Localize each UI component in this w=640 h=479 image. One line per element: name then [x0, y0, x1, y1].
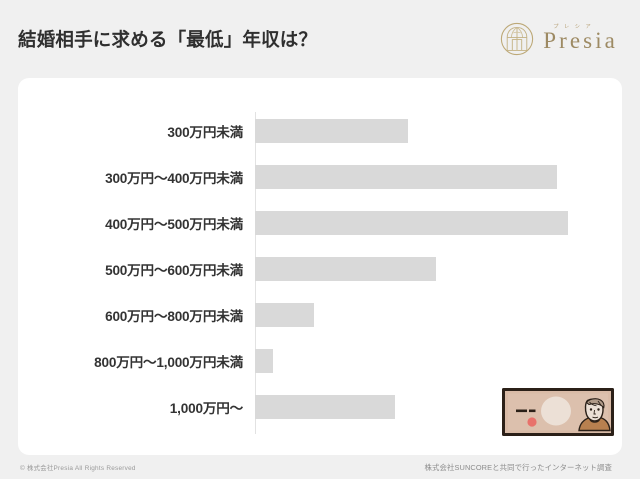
chart-category-label: 600万円〜800万円未満 [105, 309, 243, 324]
copyright-text: © 株式会社Presia All Rights Reserved [20, 464, 136, 472]
chart-category-label: 800万円〜1,000万円未満 [94, 355, 243, 370]
bar-chart: 300万円未満 300万円〜400万円未満 400万円〜500万円未満 500万円〜6… [18, 108, 622, 438]
chart-bar[interactable] [255, 349, 273, 373]
chart-bar-track [255, 154, 622, 200]
chart-category-label: 300万円〜400万円未満 [105, 171, 243, 186]
chart-bar-track [255, 108, 622, 154]
chart-bar[interactable] [255, 211, 568, 235]
chart-category-label: 300万円未満 [167, 125, 243, 140]
arched-window-emblem-icon [501, 22, 534, 56]
chart-bar-track [255, 200, 622, 246]
logo-name: Presia [543, 28, 618, 54]
banknote-illustration [502, 388, 614, 436]
page-header: 結婚相手に求める「最低」年収は？ プレシア Presia [0, 0, 640, 78]
brand-logo[interactable]: プレシア Presia [500, 22, 622, 56]
chart-bar[interactable] [255, 119, 408, 143]
chart-bar-track [255, 246, 622, 292]
chart-card: 300万円未満 300万円〜400万円未満 400万円〜500万円未満 500万円〜6… [18, 78, 622, 455]
chart-row: 400万円〜500万円未満 [18, 200, 622, 246]
chart-row: 600万円〜800万円未満 [18, 292, 622, 338]
chart-bar[interactable] [255, 395, 395, 419]
chart-bar[interactable] [255, 257, 436, 281]
chart-row: 500万円〜600万円未満 [18, 246, 622, 292]
chart-row: 300万円未満 [18, 108, 622, 154]
page-title: 結婚相手に求める「最低」年収は？ [18, 29, 318, 50]
chart-row: 300万円〜400万円未満 [18, 154, 622, 200]
chart-category-label: 500万円〜600万円未満 [105, 263, 243, 278]
chart-bar[interactable] [255, 165, 557, 189]
chart-bar[interactable] [255, 303, 314, 327]
chart-rows: 300万円未満 300万円〜400万円未満 400万円〜500万円未満 500万円〜6… [18, 108, 622, 430]
chart-category-label: 1,000万円〜 [169, 401, 243, 416]
chart-category-label: 400万円〜500万円未満 [105, 217, 243, 232]
survey-source-text: 株式会社SUNCOREと共同で行ったインターネット調査 [424, 462, 612, 472]
logo-wordmark: プレシア Presia [543, 23, 618, 54]
chart-row: 800万円〜1,000万円未満 [18, 338, 622, 384]
chart-row: 1,000万円〜 [18, 384, 622, 430]
logo-kana: プレシア [553, 23, 597, 30]
chart-bar-track [255, 292, 622, 338]
page-footer: © 株式会社Presia All Rights Reserved 株式会社SUN… [0, 455, 640, 479]
chart-bar-track [255, 384, 622, 430]
chart-bar-track [255, 338, 622, 384]
